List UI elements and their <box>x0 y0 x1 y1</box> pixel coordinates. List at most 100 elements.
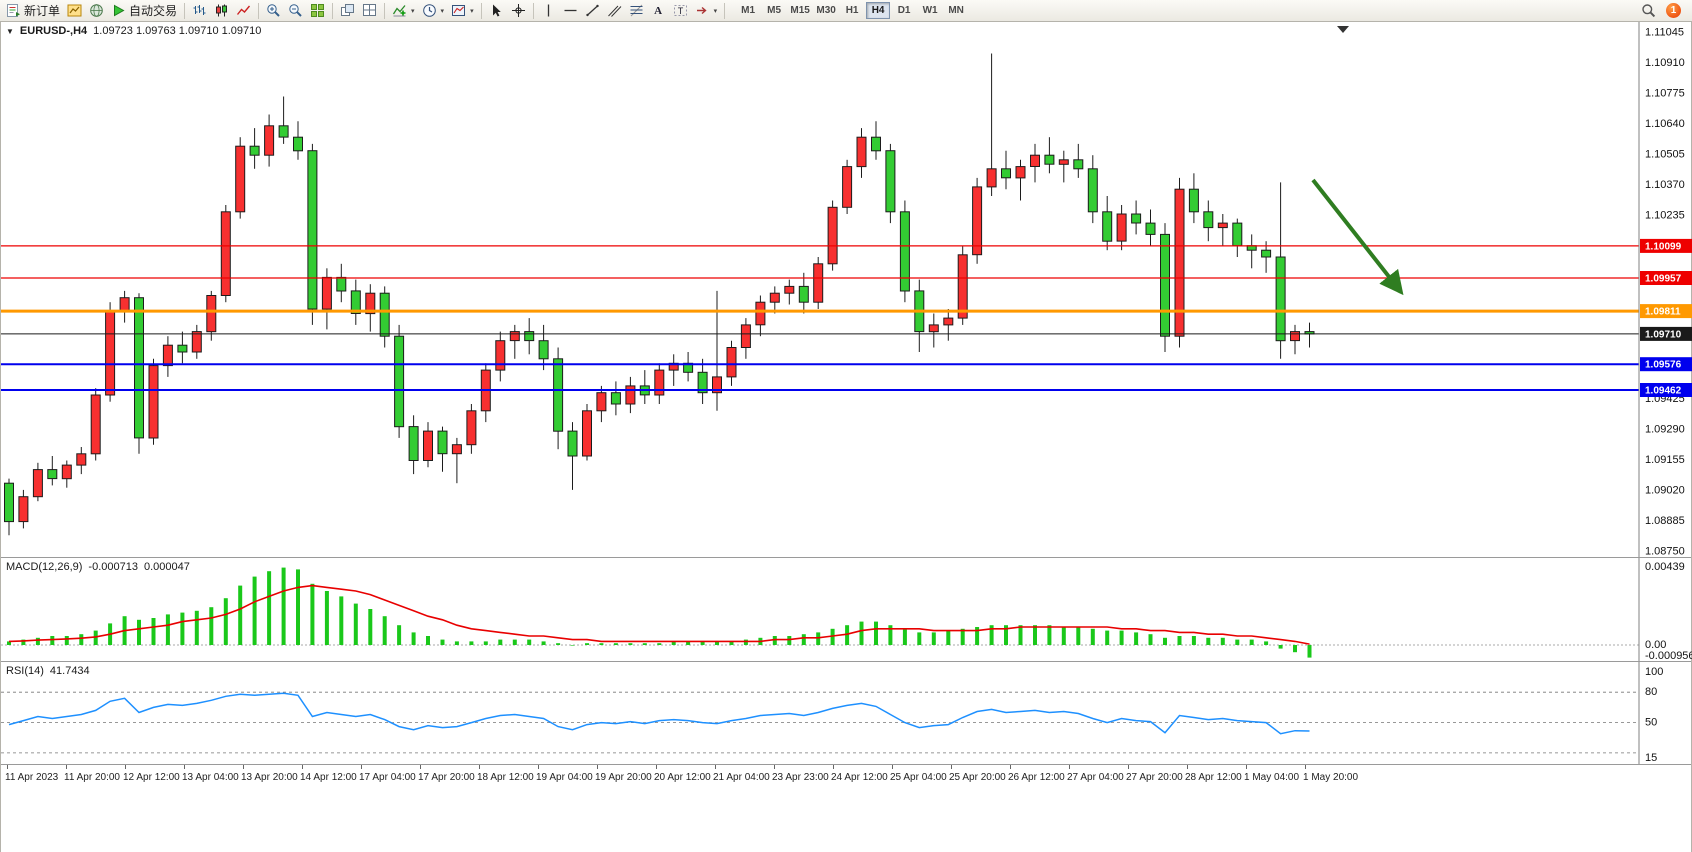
candlestick-chart[interactable]: 1.11045 1.10910 1.10775 1.10640 1.10505 1.103… <box>1 22 1692 557</box>
crosshair-tool-button[interactable] <box>508 1 529 21</box>
timeframe-h1-button[interactable]: H1 <box>845 5 859 16</box>
trend-arrow[interactable] <box>1311 178 1404 296</box>
candle <box>350 279 361 325</box>
notification-badge[interactable]: 1 <box>1666 3 1681 18</box>
macd-histogram-bar <box>440 639 445 645</box>
toolbar: 新订单 自动交易 <box>0 0 1692 22</box>
candle <box>1001 150 1011 190</box>
candle <box>755 295 766 337</box>
time-label: 11 Apr 2023 <box>5 772 59 783</box>
add-indicator-icon <box>392 5 406 17</box>
time-label: 12 Apr 12:00 <box>123 772 180 783</box>
one-click-trading-toggle-icon[interactable]: ▼ <box>6 26 14 36</box>
price-tick-label: 1.10370 <box>1645 179 1685 191</box>
macd-histogram-bar <box>1249 639 1254 645</box>
zoom-in-button[interactable] <box>263 1 284 21</box>
candle <box>423 422 433 468</box>
market-watch-icon <box>67 4 82 17</box>
cascade-windows-button[interactable] <box>337 1 358 21</box>
time-label: 17 Apr 04:00 <box>359 772 416 783</box>
time-label: 27 Apr 04:00 <box>1067 772 1124 783</box>
svg-text:1.09576: 1.09576 <box>1645 360 1682 371</box>
macd-histogram-bar <box>165 614 170 645</box>
macd-histogram-bar <box>1264 641 1269 645</box>
candle <box>1246 234 1257 269</box>
candle <box>1290 324 1300 355</box>
line-chart-button[interactable] <box>233 1 254 21</box>
horizontal-line-tool-button[interactable] <box>560 1 581 21</box>
candlestick-chart-button[interactable] <box>211 1 232 21</box>
cursor-tool-button[interactable] <box>486 1 507 21</box>
candlesticks-icon <box>216 4 228 17</box>
time-tick <box>66 765 67 769</box>
vertical-line-tool-button[interactable] <box>538 1 559 21</box>
time-tick <box>951 765 952 769</box>
macd-histogram-bar <box>353 603 358 645</box>
templates-button[interactable]: ▾ <box>448 1 477 21</box>
time-tick <box>420 765 421 769</box>
candle <box>914 279 925 352</box>
candle <box>538 324 549 371</box>
price-tick-label: 1.10505 <box>1645 149 1685 161</box>
pane-splitter[interactable] <box>1 557 1691 558</box>
timeframe-m1-button[interactable]: M1 <box>741 5 756 16</box>
timeframe-m30-button[interactable]: M30 <box>816 5 836 16</box>
arrows-tool-button[interactable]: ▾ <box>692 1 721 21</box>
macd-signal-line <box>8 584 1310 645</box>
navigator-button[interactable] <box>86 1 107 21</box>
timeframe-h4-button[interactable]: H4 <box>866 2 891 19</box>
timeframe-m15-button[interactable]: M15 <box>790 5 810 16</box>
periods-button[interactable]: ▾ <box>419 1 448 21</box>
macd-histogram-bar <box>1191 636 1196 645</box>
price-badge-resistance-1: 1.10099 <box>1640 238 1692 253</box>
time-tick <box>184 765 185 769</box>
tile-windows-button[interactable] <box>307 1 328 21</box>
market-watch-button[interactable] <box>64 1 85 21</box>
timeframe-w1-button[interactable]: W1 <box>922 5 938 16</box>
price-badge-resistance-2: 1.09957 <box>1640 271 1692 285</box>
macd-histogram-bar <box>35 637 40 645</box>
time-axis[interactable]: 11 Apr 2023 11 Apr 20:00 12 Apr 12:00 13 Ap… <box>1 765 1691 790</box>
candle <box>76 447 87 475</box>
search-icon <box>1642 4 1656 18</box>
macd-histogram-bar <box>397 625 402 645</box>
macd-histogram-bar <box>137 619 141 645</box>
text-tool-button[interactable]: A <box>648 1 669 21</box>
candle <box>798 272 809 314</box>
channel-tool-button[interactable] <box>604 1 625 21</box>
profiles-button[interactable] <box>359 1 380 21</box>
macd-chart[interactable]: 0.00439 0.00-0.000956 <box>1 558 1692 661</box>
candle <box>740 318 751 359</box>
macd-histogram-bar <box>960 628 965 645</box>
timeframe-mn-button[interactable]: MN <box>948 5 964 16</box>
pane-splitter[interactable] <box>1 764 1691 765</box>
macd-histogram-bar <box>281 567 286 645</box>
candle <box>1131 200 1142 235</box>
timeframe-d1-button[interactable]: D1 <box>897 5 911 16</box>
rsi-chart[interactable]: 100 80 50 15 <box>1 662 1692 764</box>
fibonacci-tool-button[interactable] <box>626 1 647 21</box>
candle <box>1203 200 1214 242</box>
bar-chart-button[interactable] <box>189 1 210 21</box>
timeframe-m5-button[interactable]: M5 <box>767 5 782 16</box>
label-tool-button[interactable]: T <box>670 1 691 21</box>
auto-trading-button[interactable]: 自动交易 <box>108 1 180 21</box>
time-label: 11 Apr 20:00 <box>64 772 120 783</box>
zoom-out-button[interactable] <box>285 1 306 21</box>
candle <box>1174 177 1185 348</box>
macd-histogram-bar <box>1105 630 1110 645</box>
candle <box>567 422 578 490</box>
time-label: 20 Apr 12:00 <box>654 772 711 783</box>
macd-histogram-bar <box>1278 645 1283 649</box>
time-label: 25 Apr 04:00 <box>890 772 947 783</box>
indicators-button[interactable]: ▾ <box>389 1 418 21</box>
chart-shift-marker[interactable] <box>1337 26 1349 33</box>
macd-histogram-bar <box>180 612 185 645</box>
trendline-tool-button[interactable] <box>582 1 603 21</box>
search-button[interactable] <box>1638 1 1659 21</box>
pane-splitter[interactable] <box>1 661 1691 662</box>
macd-histogram-bar <box>339 596 344 645</box>
new-order-button[interactable]: 新订单 <box>3 1 63 21</box>
candle <box>408 415 419 475</box>
time-tick <box>833 765 834 769</box>
